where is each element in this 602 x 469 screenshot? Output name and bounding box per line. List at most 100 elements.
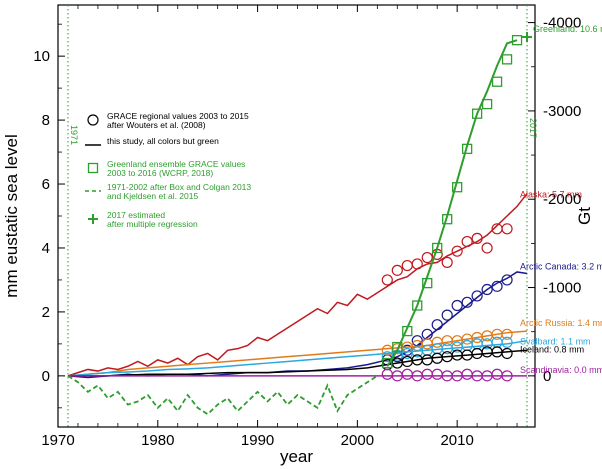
scandinavia-grace-point	[501, 370, 513, 382]
x-axis-title: year	[280, 447, 313, 466]
alaska-grace-point	[441, 256, 453, 268]
y-axis-title-left: mm eustatic sea level	[2, 134, 21, 297]
svalbard-grace-point	[471, 338, 483, 350]
legend-text: this study, all colors but green	[107, 136, 219, 146]
legend: GRACE regional values 2003 to 2015after …	[85, 111, 251, 229]
series-arctic-russia: Arctic Russia: 1.4 mm	[67, 318, 602, 377]
scandinavia-grace-point	[401, 368, 413, 380]
scandinavia-grace-point	[461, 368, 473, 380]
legend-text: GRACE regional values 2003 to 2015	[107, 111, 249, 121]
x-tick-label: 2000	[341, 432, 374, 449]
arctic-russia-line	[67, 330, 528, 377]
y-tick-label-left: 2	[42, 304, 50, 321]
legend-text: Greenland ensemble GRACE values	[107, 159, 245, 169]
series-alaska: Alaska: 5.7 mm	[67, 190, 582, 377]
scandinavia-end-label: Scandinavia: 0.0 mm	[520, 365, 602, 375]
y-tick-label-right: -1000	[543, 280, 581, 297]
svalbard-grace-point	[501, 336, 513, 348]
iceland-line	[67, 349, 528, 377]
legend-text: after Wouters et al. (2008)	[107, 120, 206, 130]
series-iceland: Iceland: 0.8 mm	[67, 344, 584, 377]
greenland-ensemble-point	[382, 357, 393, 369]
plot-area: 1971 2017 Alaska: 5.7 mm Arctic Canada: 3.2…	[58, 5, 602, 427]
x-tick-label: 1980	[141, 432, 174, 449]
arctic-canada-grace-point	[471, 290, 483, 302]
legend-item: GRACE regional values 2003 to 2015after …	[87, 111, 249, 130]
arctic-canada-grace-point	[441, 309, 453, 321]
scandinavia-grace-point	[381, 368, 393, 380]
alaska-grace-point	[401, 259, 413, 272]
greenland-historic-dashed-line	[67, 375, 378, 416]
greenland-ensemble-point	[481, 98, 493, 110]
axes: 1970 1980 1990 2000 2010 0 2 4 6 8 10 0 -1000 -2000 -3…	[33, 4, 581, 449]
greenland-ensemble-point	[491, 76, 503, 87]
y-tick-label-left: 10	[33, 48, 50, 65]
svalbard-end-label: Svalbard: 1.1 mm	[520, 337, 591, 347]
y-tick-label-right: -3000	[543, 103, 581, 120]
alaska-line	[67, 193, 528, 377]
arctic-russia-grace-point	[501, 328, 513, 340]
alaska-grace-point	[411, 258, 423, 270]
greenland-ensemble-point	[461, 143, 473, 155]
greenland-ensemble-point	[412, 300, 423, 311]
iceland-grace-point	[421, 354, 433, 366]
greenland-ensemble-point	[432, 242, 443, 254]
greenland-ensemble-point	[392, 341, 403, 353]
alaska-grace-point	[421, 251, 433, 264]
x-tick-label: 1990	[241, 432, 274, 449]
arctic-canada-grace-point	[451, 299, 463, 312]
scandinavia-grace-point	[491, 368, 503, 380]
greenland-ensemble-point	[422, 277, 433, 289]
legend-text: after multiple regression	[107, 219, 198, 229]
y-tick-label-right: -2000	[543, 191, 581, 208]
greenland-ensemble-point	[442, 214, 453, 225]
y-tick-label-left: 6	[42, 176, 50, 193]
vertical-marker-label: 1971	[69, 125, 79, 145]
svalbard-line	[67, 339, 528, 377]
greenland-end-label: Greenland: 10.6 mm	[533, 24, 602, 34]
arctic-canada-grace-point	[491, 280, 503, 292]
greenland-ensemble-point	[402, 325, 413, 337]
alaska-grace-point	[381, 274, 393, 286]
legend-text: 2003 to 2016 (WCRP, 2018)	[107, 168, 213, 178]
scandinavia-grace-point	[421, 368, 433, 380]
alaska-grace-point	[461, 235, 473, 248]
greenland-line	[386, 39, 518, 367]
iceland-end-label: Iceland: 0.8 mm	[520, 344, 584, 354]
legend-text: 1971-2002 after Box and Colgan 2013	[107, 182, 251, 192]
scandinavia-grace-point	[431, 368, 443, 380]
greenland-ensemble-point	[471, 108, 483, 119]
y-tick-label-left: 4	[42, 240, 50, 257]
alaska-end-label: Alaska: 5.7 mm	[520, 190, 582, 200]
arctic-canada-grace-point	[431, 319, 443, 331]
greenland-ensemble-point	[501, 54, 513, 65]
vertical-marker-label: 2017	[528, 118, 538, 138]
greenland-ensemble-point	[452, 182, 463, 193]
arctic-canada-grace-point	[501, 274, 513, 286]
arctic-canada-grace-point	[481, 283, 493, 296]
legend-text: and Kjeldsen et al. 2015	[107, 191, 198, 201]
y-tick-label-left: 0	[42, 368, 50, 385]
arctic-russia-end-label: Arctic Russia: 1.4 mm	[520, 318, 602, 328]
y-tick-label-right: -4000	[543, 15, 581, 32]
series-scandinavia: Scandinavia: 0.0 mm	[67, 365, 602, 382]
greenland-ensemble-point	[511, 35, 523, 46]
iceland-grace-point	[501, 347, 513, 360]
legend-circle-icon	[87, 114, 99, 126]
series-greenland: Greenland: 10.6 mm	[67, 24, 602, 416]
series-svalbard: Svalbard: 1.1 mm	[67, 336, 591, 377]
legend-text: 2017 estimated	[107, 210, 165, 220]
x-tick-label: 1970	[41, 432, 74, 449]
alaska-grace-point	[391, 264, 403, 276]
x-tick-label: 2010	[440, 432, 473, 449]
alaska-grace-point	[501, 223, 513, 235]
alaska-grace-point	[471, 232, 483, 244]
y-tick-label-left: 8	[42, 112, 50, 129]
legend-square-icon	[87, 162, 99, 174]
svalbard-grace-point	[461, 339, 473, 352]
legend-item: this study, all colors but green	[85, 136, 219, 146]
